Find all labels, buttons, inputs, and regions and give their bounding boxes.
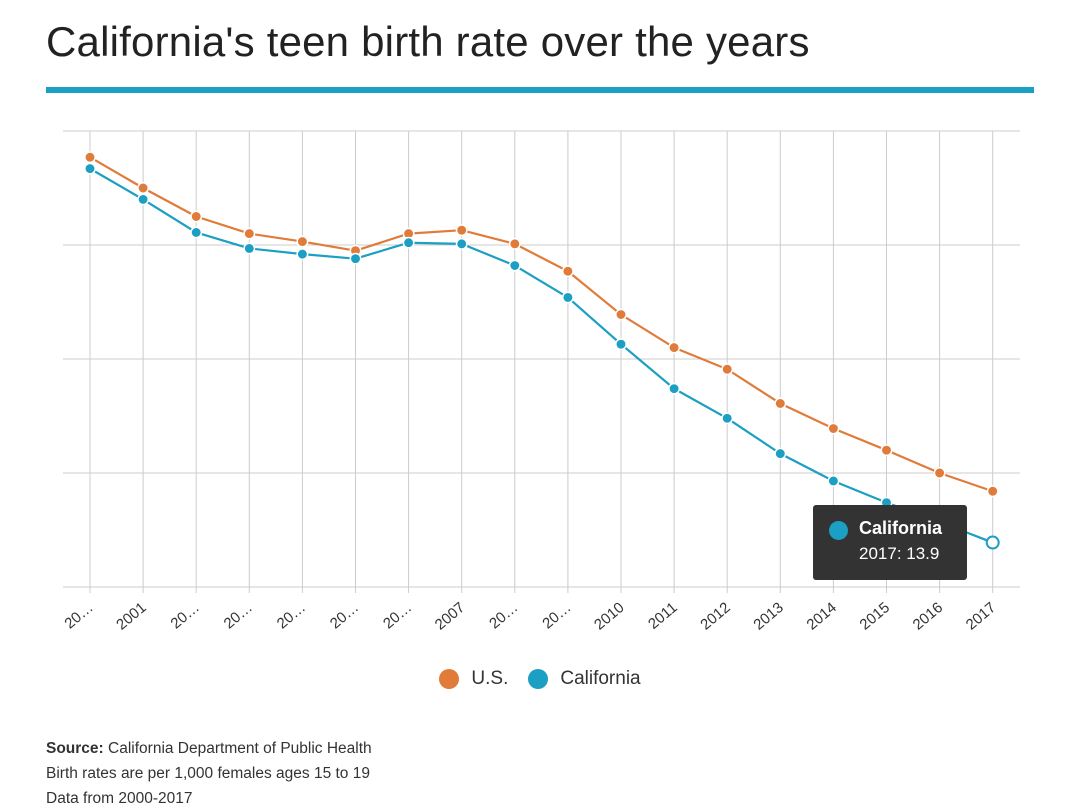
- x-tick-label: 2016: [910, 599, 946, 633]
- data-point-california: [455, 237, 468, 250]
- data-point-u-s: [84, 151, 96, 164]
- data-point-u-s: [508, 237, 521, 250]
- data-point-u-s: [827, 422, 840, 435]
- x-tick-label: 2010: [591, 599, 627, 633]
- series-layer: [84, 151, 1000, 550]
- x-tick-label: 20…: [486, 599, 521, 632]
- chart-notes: Source: California Department of Public …: [46, 736, 372, 811]
- legend-label-california: California: [560, 668, 641, 689]
- x-tick-label: 2001: [113, 599, 149, 633]
- data-point-california: [508, 259, 521, 272]
- data-point-california: [296, 248, 309, 261]
- date-range-note: Data from 2000-2017: [46, 790, 193, 807]
- legend-swatch-california: [528, 669, 549, 689]
- data-point-california: [84, 162, 96, 175]
- x-tick-label: 20…: [61, 599, 96, 632]
- source-line: Source: California Department of Public …: [46, 736, 372, 761]
- data-point-u-s: [986, 485, 999, 498]
- data-point-u-s: [561, 265, 574, 278]
- tooltip-value: 2017: 13.9: [859, 544, 940, 563]
- data-point-u-s: [296, 235, 309, 248]
- data-point-california: [615, 338, 627, 351]
- data-point-u-s: [455, 224, 468, 237]
- series-line-u-s: [89, 156, 994, 493]
- data-point-u-s: [615, 308, 627, 321]
- title-rule: [46, 87, 1034, 93]
- data-point-california: [190, 226, 203, 239]
- data-point-california: [561, 291, 574, 304]
- data-point-u-s: [137, 182, 150, 194]
- chart-legend: U.S. California: [0, 668, 1080, 690]
- data-point-california: [774, 447, 787, 460]
- x-tick-label: 2015: [857, 599, 893, 633]
- data-point-california: [402, 236, 415, 249]
- page-title: California's teen birth rate over the ye…: [46, 18, 810, 65]
- data-point-california: [137, 193, 150, 206]
- x-tick-label: 2012: [697, 599, 733, 633]
- data-point-u-s: [243, 227, 256, 240]
- x-tick-label: 20…: [539, 599, 574, 632]
- x-tick-label: 2014: [803, 599, 839, 633]
- line-chart[interactable]: 20… 2001 20… 20… 20… 20… 20… 2007 20… 20… 2010 2011…: [0, 0, 1080, 660]
- legend-swatch-us: [439, 669, 460, 689]
- data-point-u-s: [880, 444, 893, 457]
- data-point-u-s: [668, 341, 681, 354]
- legend-item-california[interactable]: California: [528, 668, 641, 690]
- x-tick-label: 20…: [221, 599, 256, 632]
- x-tick-label: 20…: [168, 599, 203, 632]
- data-point-california-highlighted: [985, 535, 1000, 550]
- x-tick-labels: 20… 2001 20… 20… 20… 20… 20… 2007 20… 20… 2010 2011…: [61, 599, 999, 633]
- legend-label-us: U.S.: [471, 668, 509, 689]
- grid-layer: [63, 130, 1020, 593]
- data-point-u-s: [774, 397, 787, 410]
- x-tick-label: 2017: [963, 599, 999, 633]
- legend-item-us[interactable]: U.S.: [439, 668, 508, 690]
- data-point-california: [243, 242, 256, 255]
- data-point-california: [349, 252, 362, 265]
- x-tick-label: 20…: [327, 599, 362, 632]
- x-tick-label: 2011: [645, 599, 681, 633]
- series-line-california: [89, 167, 994, 544]
- chart-tooltip: California 2017: 13.9: [813, 505, 967, 580]
- x-tick-label: 2007: [432, 599, 468, 633]
- data-point-california: [668, 382, 681, 395]
- data-point-u-s: [721, 363, 734, 376]
- x-tick-label: 20…: [274, 599, 309, 632]
- units-note: Birth rates are per 1,000 females ages 1…: [46, 765, 370, 782]
- tooltip-series-name: California: [859, 518, 943, 538]
- source-text: California Department of Public Health: [108, 740, 372, 757]
- x-tick-label: 2013: [750, 599, 786, 633]
- x-tick-label: 20…: [380, 599, 415, 632]
- data-point-u-s: [933, 467, 946, 479]
- source-label: Source:: [46, 740, 104, 757]
- data-point-california: [827, 475, 840, 487]
- data-point-u-s: [190, 210, 203, 223]
- data-point-california: [721, 412, 734, 425]
- tooltip-swatch: [829, 521, 848, 540]
